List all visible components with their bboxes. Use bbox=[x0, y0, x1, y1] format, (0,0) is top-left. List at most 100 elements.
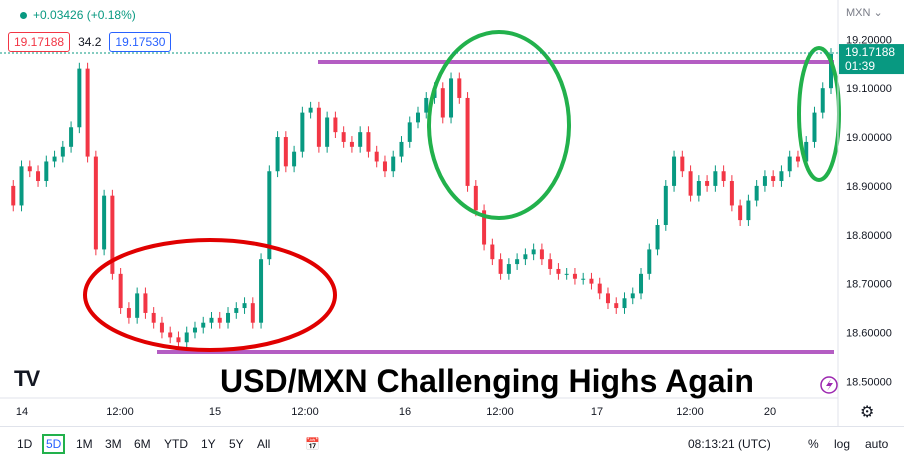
candle-body bbox=[663, 185, 668, 225]
y-tick-label: 18.50000 bbox=[846, 376, 892, 388]
change-value: +0.03426 (+0.18%) bbox=[33, 8, 136, 22]
price-series bbox=[11, 48, 833, 349]
candle-body bbox=[713, 171, 718, 186]
change-row: +0.03426 (+0.18%) bbox=[20, 8, 136, 22]
x-tick-label: 12:00 bbox=[291, 406, 319, 418]
candle-body bbox=[27, 166, 32, 172]
percent-toggle[interactable]: % bbox=[808, 437, 819, 451]
candle-body bbox=[696, 181, 701, 196]
timeframe-5d[interactable]: 5D bbox=[42, 434, 66, 454]
candle-body bbox=[308, 107, 313, 113]
candle-body bbox=[556, 268, 561, 274]
timeframe-all[interactable]: All bbox=[257, 437, 271, 451]
utc-clock[interactable]: 08:13:21 (UTC) bbox=[688, 437, 771, 451]
candle-body bbox=[490, 244, 495, 260]
gear-icon[interactable]: ⚙ bbox=[860, 404, 875, 421]
timeframe-ytd[interactable]: YTD bbox=[164, 437, 188, 451]
chart-title: USD/MXN Challenging Highs Again bbox=[220, 363, 754, 399]
candle-body bbox=[639, 273, 644, 294]
candle-body bbox=[391, 156, 396, 172]
candle-body bbox=[498, 259, 503, 274]
candle-body bbox=[787, 156, 792, 172]
last-price-label: 19.17188 01:39 bbox=[0, 44, 904, 75]
candle-body bbox=[457, 78, 462, 98]
candle-body bbox=[539, 249, 544, 260]
candle-body bbox=[135, 293, 140, 318]
candle-body bbox=[589, 278, 594, 284]
candle-body bbox=[259, 259, 264, 323]
candle-body bbox=[184, 332, 189, 343]
ask-button[interactable]: 19.17530 bbox=[109, 32, 172, 52]
red-circle-lows bbox=[83, 238, 337, 352]
market-open-dot bbox=[20, 11, 27, 19]
timeframe-1y[interactable]: 1Y bbox=[201, 437, 216, 451]
candle-body bbox=[201, 322, 206, 328]
time-axis[interactable]: 14 12:00 15 12:00 16 12:00 17 12:00 20 bbox=[16, 406, 776, 418]
candle-body bbox=[721, 171, 726, 182]
candle-body bbox=[151, 312, 156, 323]
currency-dropdown[interactable]: MXN ⌄ bbox=[846, 6, 883, 19]
bid-button[interactable]: 19.17188 bbox=[8, 32, 71, 52]
candle-body bbox=[597, 283, 602, 294]
lightning-icon[interactable] bbox=[820, 376, 838, 394]
x-tick-label: 15 bbox=[209, 406, 221, 418]
candle-body bbox=[820, 88, 825, 113]
candle-body bbox=[69, 127, 74, 147]
candle-body bbox=[358, 132, 363, 147]
candle-body bbox=[341, 132, 346, 142]
candle-body bbox=[647, 249, 652, 274]
candle-body bbox=[482, 210, 487, 245]
candle-body bbox=[19, 166, 24, 206]
candle-body bbox=[300, 112, 305, 152]
x-tick-label: 14 bbox=[16, 406, 28, 418]
y-tick-label: 18.90000 bbox=[846, 181, 892, 193]
candle-body bbox=[548, 259, 553, 269]
candle-body bbox=[771, 176, 776, 182]
candle-body bbox=[168, 332, 173, 338]
x-tick-label: 12:00 bbox=[676, 406, 704, 418]
y-tick-label: 18.80000 bbox=[846, 230, 892, 242]
candle-body bbox=[449, 78, 454, 118]
timeframe-1m[interactable]: 1M bbox=[76, 437, 93, 451]
candle-body bbox=[36, 171, 41, 182]
candle-body bbox=[762, 176, 767, 186]
candle-body bbox=[126, 308, 131, 318]
candle-body bbox=[159, 322, 164, 333]
quote-row: 19.17188 34.2 19.17530 bbox=[8, 32, 172, 52]
timeframe-3m[interactable]: 3M bbox=[105, 437, 122, 451]
timeframe-6m[interactable]: 6M bbox=[134, 437, 151, 451]
candle-body bbox=[399, 141, 404, 157]
candle-body bbox=[630, 293, 635, 299]
candle-body bbox=[829, 53, 833, 89]
green-circle-recent bbox=[797, 46, 841, 182]
candle-body bbox=[316, 107, 321, 147]
candle-body bbox=[234, 308, 239, 313]
log-toggle[interactable]: log bbox=[834, 437, 851, 451]
bottom-toolbar: 1D 5D 1M 3M 6M YTD 1Y 5Y All 📅 08:13:21 … bbox=[0, 426, 904, 462]
symbol-header: +0.03426 (+0.18%) 19.17188 34.2 19.17530 bbox=[0, 0, 838, 60]
x-tick-label: 16 bbox=[399, 406, 411, 418]
candle-body bbox=[209, 317, 214, 323]
candle-body bbox=[812, 112, 817, 142]
timeframe-1d[interactable]: 1D bbox=[17, 437, 33, 451]
candle-body bbox=[93, 156, 98, 250]
price-axis[interactable]: 19.20000 19.10000 19.00000 18.90000 18.80000… bbox=[846, 34, 892, 388]
candle-body bbox=[143, 293, 148, 313]
candle-body bbox=[804, 141, 809, 162]
candle-body bbox=[614, 303, 619, 309]
auto-toggle[interactable]: auto bbox=[865, 437, 889, 451]
timeframe-5y[interactable]: 5Y bbox=[229, 437, 244, 451]
candle-body bbox=[795, 156, 800, 162]
candle-body bbox=[275, 137, 280, 172]
candle-body bbox=[779, 171, 784, 182]
candle-body bbox=[407, 122, 412, 142]
candle-body bbox=[11, 185, 16, 206]
candle-body bbox=[382, 161, 387, 172]
candle-body bbox=[680, 156, 685, 172]
currency-label: MXN bbox=[846, 7, 871, 19]
last-price-box bbox=[839, 44, 904, 75]
y-tick-label: 18.60000 bbox=[846, 327, 892, 339]
x-tick-label: 17 bbox=[591, 406, 603, 418]
date-range-icon[interactable]: 📅 bbox=[305, 437, 320, 451]
